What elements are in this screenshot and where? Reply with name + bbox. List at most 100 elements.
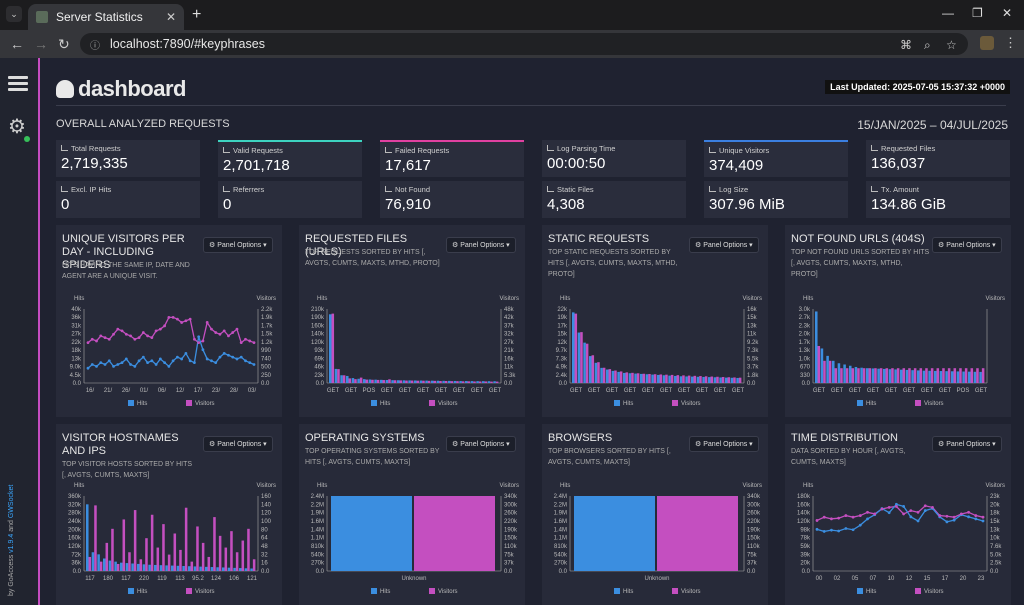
y2-tick-label: 190k xyxy=(504,527,518,533)
hits-bar xyxy=(188,566,191,571)
legend-hits-swatch xyxy=(128,588,134,594)
visitors-bar xyxy=(930,368,934,383)
tab-close-icon[interactable]: ✕ xyxy=(165,10,176,24)
hits-point xyxy=(222,352,226,355)
credit-version-link[interactable]: v1.9.4 xyxy=(8,533,15,553)
x-tick-label: GET xyxy=(435,388,448,394)
x-tick-label: Unknown xyxy=(644,576,669,582)
visitors-bar xyxy=(608,369,612,383)
tab-search-icon[interactable]: ⌄ xyxy=(6,6,22,22)
x-tick-label: GET xyxy=(885,388,898,394)
visitors-point xyxy=(163,324,167,328)
y-tick-label: 2.4k xyxy=(556,373,568,379)
y2-tick-label: 1.7k xyxy=(261,323,273,329)
panel-options-button[interactable]: ⚙ Panel Options ▾ xyxy=(203,436,273,452)
hits-point xyxy=(952,518,956,522)
x-tick-label: GET xyxy=(867,388,880,394)
hits-bar xyxy=(832,360,835,383)
visitors-bar xyxy=(959,368,962,383)
new-tab-icon[interactable]: + xyxy=(192,6,202,23)
legend-visitors-swatch xyxy=(672,400,678,406)
visitors-bar xyxy=(874,368,877,383)
restore-icon[interactable]: ❐ xyxy=(972,6,983,20)
close-window-icon[interactable]: ✕ xyxy=(1002,6,1013,20)
hits-bar xyxy=(476,381,479,383)
y-tick-label: 140k xyxy=(797,511,811,517)
visitors-point xyxy=(887,506,891,509)
reload-icon[interactable]: ↻ xyxy=(58,36,70,52)
visitors-bar xyxy=(687,375,691,383)
panel-options-button[interactable]: ⚙ Panel Options ▾ xyxy=(689,237,759,253)
visitors-bar xyxy=(891,368,894,383)
panel-options-button[interactable]: ⚙ Panel Options ▾ xyxy=(446,436,516,452)
x-tick-label: Unknown xyxy=(401,576,426,582)
minimize-icon[interactable]: — xyxy=(942,6,954,20)
legend-hits-label: Hits xyxy=(380,589,390,595)
hits-bar xyxy=(436,380,440,383)
y2-tick-label: 0.0 xyxy=(747,381,756,387)
visitors-bar xyxy=(885,368,889,383)
back-icon[interactable]: ← xyxy=(10,36,24,52)
hits-bar xyxy=(968,371,971,383)
url-field[interactable]: ⓘ localhost:7890/#keyphrases ⌘ ⌕ ☆ xyxy=(80,33,968,55)
y-tick-label: 9.0k xyxy=(70,365,82,371)
visitors-bar xyxy=(727,377,731,383)
browser-tab[interactable]: Server Statistics ✕ xyxy=(28,4,184,30)
visitors-point xyxy=(129,334,132,338)
hits-point xyxy=(146,361,149,365)
connection-status-dot xyxy=(24,136,30,142)
visitors-bar xyxy=(184,507,188,571)
y-tick-label: 3.0k xyxy=(799,307,811,313)
panel-options-button[interactable]: ⚙ Panel Options ▾ xyxy=(446,237,516,253)
hits-bar xyxy=(574,496,655,571)
y2-tick-label: 260k xyxy=(747,511,761,517)
legend-visitors-swatch xyxy=(186,400,192,406)
visitors-point xyxy=(858,514,862,517)
zoom-icon[interactable]: ⌕ xyxy=(924,38,931,52)
hits-bar xyxy=(849,365,852,383)
credit-gwsocket-link[interactable]: GWSocket xyxy=(8,484,15,519)
site-info-icon[interactable]: ⓘ xyxy=(90,40,100,52)
hamburger-menu-icon[interactable] xyxy=(8,76,28,92)
visitors-bar xyxy=(862,368,866,383)
visitors-point xyxy=(218,332,222,336)
y-tick-label: 0.0 xyxy=(316,381,325,387)
panel-options-button[interactable]: ⚙ Panel Options ▾ xyxy=(932,237,1002,253)
y-tick-label: 69k xyxy=(314,356,325,362)
y-tick-label: 0.0 xyxy=(73,381,82,387)
panel-options-button[interactable]: ⚙ Panel Options ▾ xyxy=(203,237,273,253)
hits-point xyxy=(945,520,949,524)
browser-menu-icon[interactable]: ⋮ xyxy=(1004,35,1017,50)
panel-options-button[interactable]: ⚙ Panel Options ▾ xyxy=(689,436,759,452)
x-tick-label: 00 xyxy=(816,576,823,582)
settings-gear-icon[interactable]: ⚙ xyxy=(8,116,26,138)
visitors-bar xyxy=(331,313,335,383)
panel-options-button[interactable]: ⚙ Panel Options ▾ xyxy=(932,436,1002,452)
legend-hits-label: Hits xyxy=(623,401,633,407)
y2-tick-label: 110k xyxy=(747,544,761,550)
visitors-point xyxy=(252,341,256,345)
stat-card: Valid Requests 2,701,718 xyxy=(218,140,362,177)
forward-icon[interactable]: → xyxy=(34,36,48,52)
hits-bar xyxy=(657,374,660,383)
visitors-point xyxy=(150,336,154,339)
hits-bar xyxy=(233,567,236,571)
hits-point xyxy=(909,515,913,519)
hits-point xyxy=(154,363,158,366)
x-tick-label: 12/ xyxy=(176,388,185,394)
hits-bar xyxy=(645,374,649,383)
translate-icon[interactable]: ⌘ xyxy=(900,38,912,52)
y-tick-label: 0.0 xyxy=(559,569,568,575)
x-tick-label: 20 xyxy=(960,576,967,582)
y2-tick-label: 9.2k xyxy=(747,340,759,346)
extension-icon[interactable] xyxy=(980,36,994,50)
hits-bar xyxy=(611,370,615,383)
stat-card: Log Size 307.96 MiB xyxy=(704,181,848,218)
x-tick-label: 02 xyxy=(834,576,841,582)
visitors-point xyxy=(909,509,913,513)
x-tick-label: POS xyxy=(957,388,970,394)
bookmark-star-icon[interactable]: ☆ xyxy=(946,38,957,52)
visitors-bar xyxy=(128,552,131,571)
hits-bar xyxy=(165,565,168,571)
hits-point xyxy=(231,355,235,359)
